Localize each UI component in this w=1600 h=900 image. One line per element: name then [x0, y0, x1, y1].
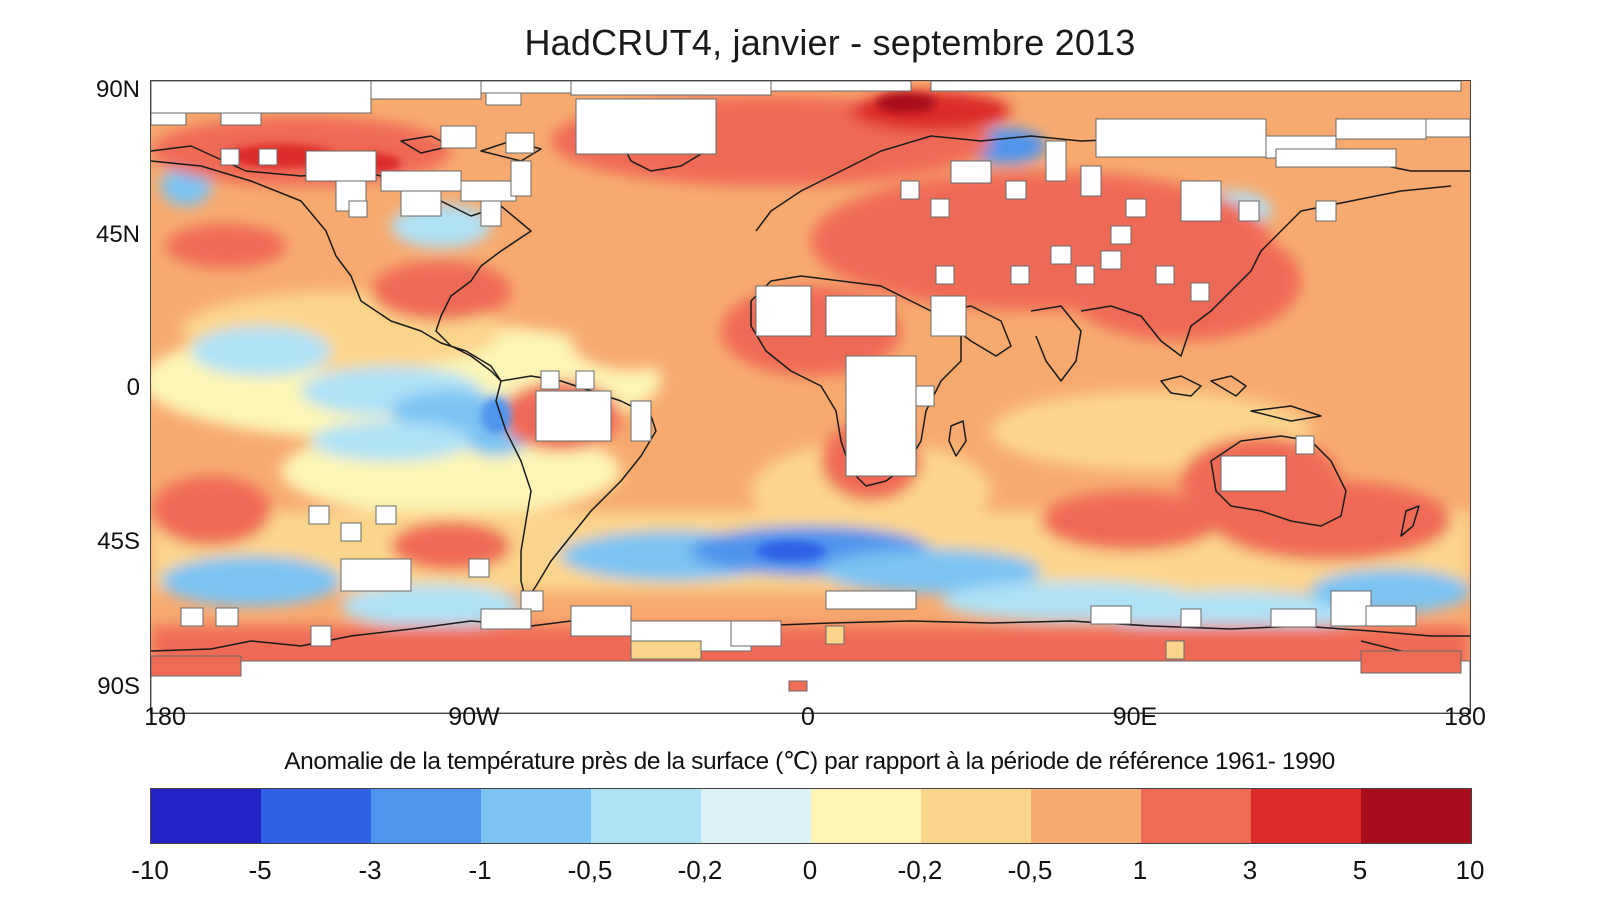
colorbar-tick-label-1: -5 [248, 855, 272, 885]
colorbar-segment-2 [371, 789, 481, 843]
colorbar-segment-0 [151, 789, 261, 843]
lat-tick-45s: 45S [97, 528, 140, 555]
colorbar-segment-10 [1251, 789, 1361, 843]
colorbar-segment-3 [481, 789, 591, 843]
lon-tick-90w: 90W [448, 703, 500, 731]
colorbar-tick-label-7: -0,2 [897, 855, 943, 885]
colorbar [150, 788, 1472, 844]
colorbar-segment-7 [921, 789, 1031, 843]
colorbar-tick-label-3: -1 [468, 855, 492, 885]
antarctic-cells [151, 625, 1462, 692]
missing-data-cells [151, 81, 1470, 713]
lon-tick-0: 0 [801, 703, 815, 731]
lon-tick-180e: 180 [1444, 703, 1486, 731]
lat-tick-45n: 45N [95, 221, 140, 248]
colorbar-tick-label-11: 5 [1352, 855, 1368, 885]
colorbar-segment-11 [1361, 789, 1471, 843]
colorbar-segment-1 [261, 789, 371, 843]
temperature-anomaly-map [150, 80, 1471, 714]
lat-tick-90s: 90S [97, 673, 140, 700]
map-title: HadCRUT4, janvier - septembre 2013 [524, 22, 1136, 63]
colorbar-segment-9 [1141, 789, 1251, 843]
colorbar-tick-label-4: -0,5 [567, 855, 613, 885]
colorbar-tick-label-2: -3 [358, 855, 382, 885]
colorbar-caption: Anomalie de la température près de la su… [284, 748, 1335, 775]
colorbar-tick-label-0: -10 [131, 855, 169, 885]
lat-tick-90n: 90N [95, 76, 140, 103]
colorbar-segment-5 [701, 789, 811, 843]
anomaly-map-svg [151, 81, 1470, 713]
lat-tick-0: 0 [126, 374, 140, 401]
colorbar-tick-label-8: -0,5 [1007, 855, 1053, 885]
colorbar-tick-label-6: 0 [802, 855, 818, 885]
colorbar-tick-label-5: -0,2 [677, 855, 723, 885]
colorbar-tick-label-9: 1 [1132, 855, 1148, 885]
colorbar-segment-6 [811, 789, 921, 843]
lon-tick-90e: 90E [1112, 703, 1158, 731]
colorbar-tick-label-12: 10 [1455, 855, 1485, 885]
colorbar-segment-8 [1031, 789, 1141, 843]
colorbar-tick-label-10: 3 [1242, 855, 1258, 885]
lon-tick-180w: 180 [144, 703, 186, 731]
colorbar-segment-4 [591, 789, 701, 843]
